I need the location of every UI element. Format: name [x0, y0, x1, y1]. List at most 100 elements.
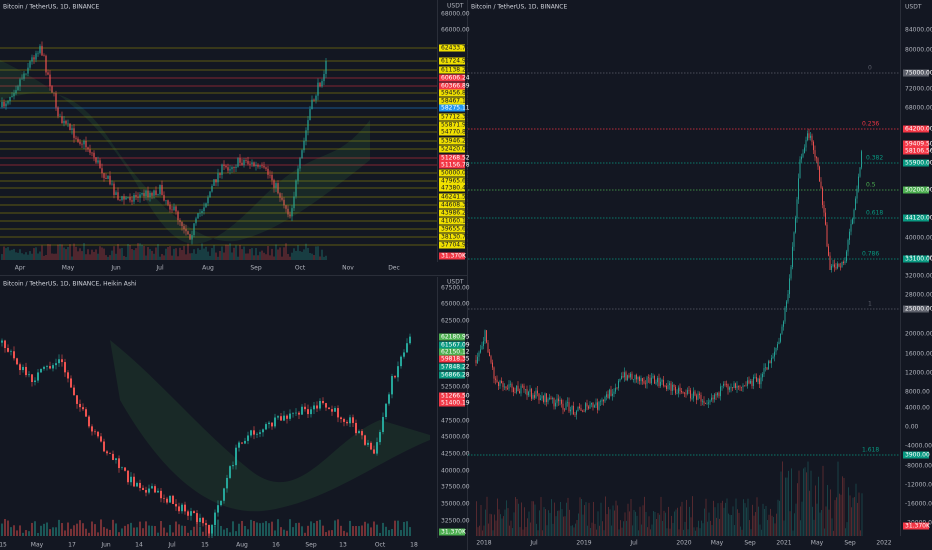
candle-body: [634, 374, 636, 380]
price-label: 28000.00: [905, 292, 932, 299]
volume-bar: [31, 522, 33, 536]
volume-bar: [232, 521, 234, 536]
volume-bar: [115, 253, 117, 260]
volume-bar: [818, 476, 819, 536]
candle-body: [568, 402, 570, 412]
candle-body: [97, 431, 99, 437]
candle-body: [95, 157, 97, 163]
candle-body: [820, 181, 822, 188]
volume-bar: [207, 251, 209, 260]
price-label-bg: [903, 125, 929, 133]
volume-bar: [675, 509, 677, 536]
price-label-bg: [439, 74, 465, 82]
candle-body: [217, 173, 219, 183]
volume-bar: [250, 519, 252, 536]
time-label: 17: [68, 542, 76, 549]
candle-body: [155, 190, 157, 195]
candle-body: [109, 453, 111, 454]
volume-bar: [285, 243, 287, 260]
volume-bar: [133, 250, 135, 260]
candle-body: [121, 467, 123, 469]
candle-body: [87, 147, 89, 150]
price-label: -8000.00: [905, 463, 932, 470]
candle-body: [271, 422, 273, 427]
price-label: 16000.00: [905, 351, 932, 358]
candle-body: [103, 173, 105, 178]
volume-bar: [406, 521, 408, 536]
volume-bar: [800, 520, 801, 536]
time-label: Jun: [100, 542, 111, 549]
time-label: 15: [0, 542, 7, 549]
volume-bar: [99, 246, 101, 260]
volume-bar: [758, 506, 759, 536]
candle-body: [702, 400, 703, 402]
volume-bar: [695, 530, 696, 536]
cloud: [0, 60, 370, 244]
volume-bar: [659, 514, 660, 536]
volume-bar: [11, 249, 13, 260]
time-label: May: [31, 542, 44, 549]
candle-body: [481, 345, 483, 350]
price-label: 56866.28: [441, 372, 470, 379]
volume-bar: [635, 511, 636, 536]
volume-bar: [273, 256, 275, 260]
price-label-bg: [439, 355, 465, 363]
candle-body: [28, 374, 30, 376]
candle-body: [61, 116, 63, 124]
candle-body: [117, 192, 119, 200]
candle-body: [229, 169, 231, 171]
candle-body: [259, 432, 261, 434]
candle-body: [723, 383, 724, 386]
volume-bar: [255, 247, 257, 260]
candle-body: [295, 180, 297, 197]
volume-bar: [759, 524, 761, 536]
price-label-bg: [903, 255, 929, 263]
volume-bar: [51, 253, 53, 260]
candle-body: [856, 188, 858, 199]
volume-bar: [669, 528, 671, 536]
candle-body: [744, 385, 745, 387]
volume-bar: [782, 461, 783, 536]
candle-body: [298, 412, 300, 415]
candle-body: [43, 55, 45, 57]
candle-body: [643, 381, 645, 384]
volume-bar: [382, 522, 384, 536]
volume-bar: [609, 509, 611, 536]
candle-body: [85, 409, 87, 417]
candle-body: [535, 390, 537, 398]
candle-body: [784, 307, 786, 322]
volume-bar: [155, 247, 157, 260]
price-unit: USDT: [447, 279, 464, 286]
price-label: 66000.00: [441, 27, 470, 34]
volume-bar: [385, 526, 387, 536]
volume-bar: [376, 524, 378, 536]
candle-body: [307, 120, 309, 131]
candle-body: [219, 173, 221, 175]
candle-body: [7, 347, 9, 352]
candle-body: [75, 137, 77, 139]
volume-bar: [113, 246, 115, 260]
candle-body: [343, 419, 345, 422]
volume-bar: [37, 532, 39, 536]
candle-body: [58, 359, 60, 364]
price-label: 55900.00: [905, 160, 932, 167]
candle-body: [819, 166, 820, 182]
candle-body: [238, 442, 240, 448]
price-label-bg: [903, 305, 929, 313]
volume-bar: [501, 518, 503, 536]
candle-body: [715, 394, 717, 396]
volume-bar: [55, 527, 57, 536]
candle-body: [714, 394, 715, 400]
candle-body: [729, 387, 730, 390]
volume-bar: [301, 251, 303, 260]
volume-bar: [76, 523, 78, 536]
candle-body: [214, 512, 216, 526]
candle-body: [77, 138, 79, 142]
candle-body: [796, 199, 798, 219]
candle-body: [487, 342, 489, 353]
volume-bar: [597, 511, 599, 536]
candle-body: [313, 405, 315, 410]
candle-body: [657, 377, 658, 383]
volume-bar: [187, 243, 189, 260]
candle-body: [10, 351, 12, 352]
